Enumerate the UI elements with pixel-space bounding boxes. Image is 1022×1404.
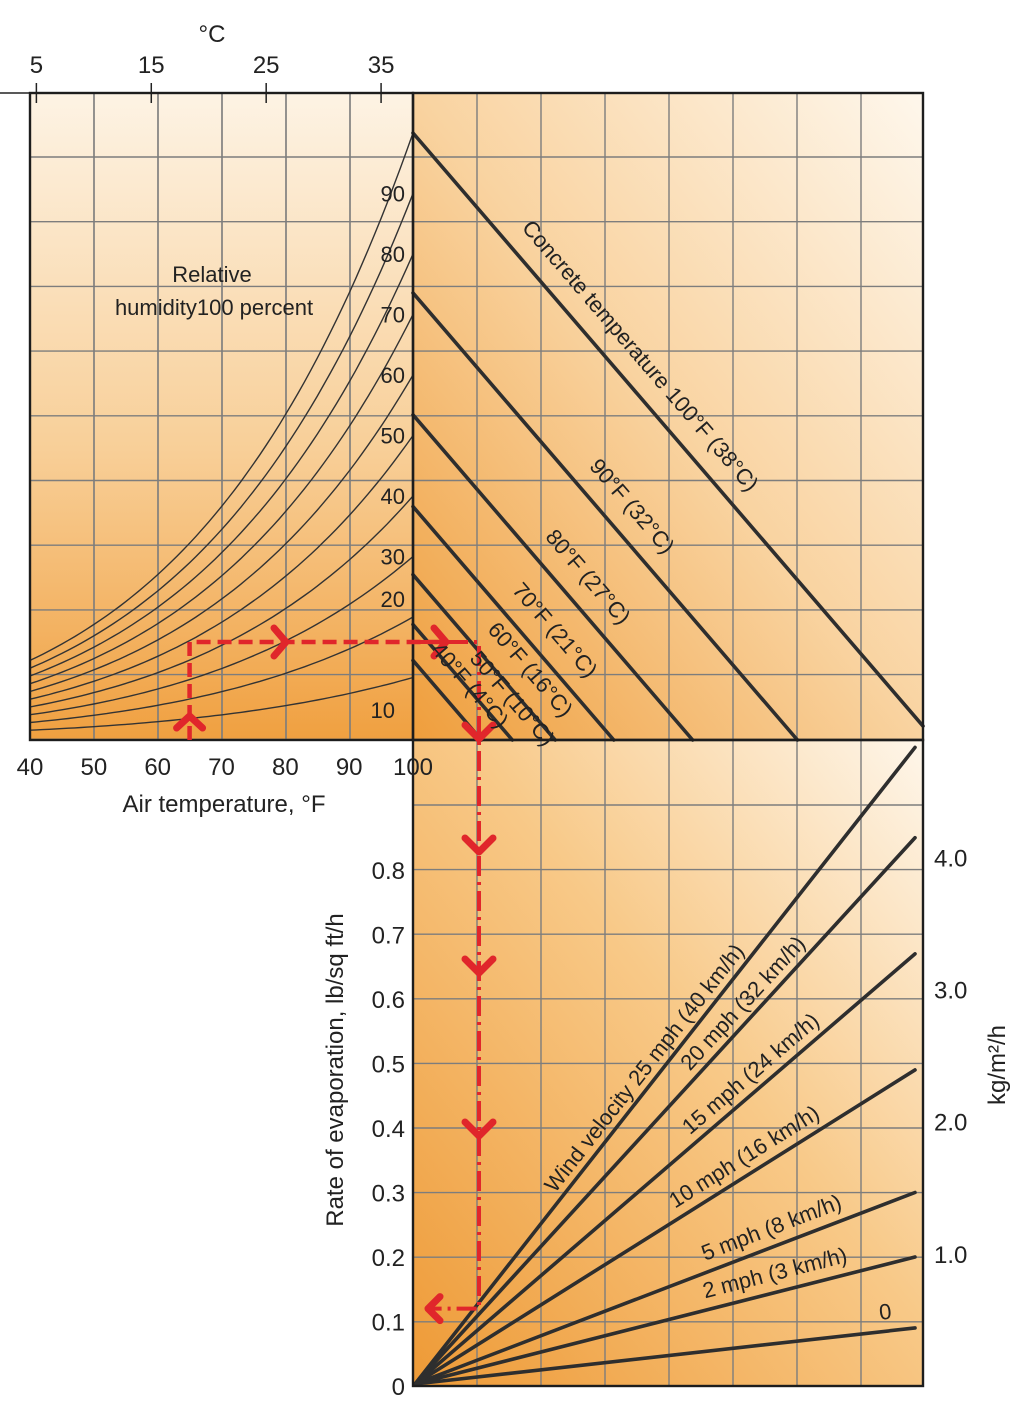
rh-curve-50 bbox=[29, 435, 414, 700]
y2-tick-label: 3.0 bbox=[934, 977, 967, 1004]
x-tick-label: 60 bbox=[144, 754, 171, 781]
rh-curve-20 bbox=[29, 616, 414, 724]
rh-curve-90 bbox=[29, 193, 414, 669]
y-axis-title: Rate of evaporation, lb/sq ft/h bbox=[322, 913, 349, 1227]
x-tick-label: 90 bbox=[336, 754, 363, 781]
x-tick-label: 80 bbox=[272, 754, 299, 781]
wind-line-15 bbox=[413, 952, 917, 1386]
arrow-right-chevron bbox=[430, 624, 450, 660]
concrete-line-100 bbox=[411, 131, 925, 728]
y2-tick-label: 4.0 bbox=[934, 845, 967, 872]
panel-concrete-bg bbox=[413, 93, 923, 740]
arrow-left-chevron bbox=[424, 1293, 444, 1325]
rh-label-30: 30 bbox=[381, 545, 405, 570]
rh-label-80: 80 bbox=[381, 242, 405, 267]
top-tick-label: 35 bbox=[368, 52, 395, 79]
concrete-line-90 bbox=[411, 291, 800, 742]
wind-line-2 bbox=[413, 1255, 917, 1386]
concrete-line-80 bbox=[411, 413, 695, 742]
rh-curve-100 bbox=[29, 132, 414, 662]
rh-curve-10 bbox=[29, 676, 414, 731]
top-tick-label: 5 bbox=[30, 52, 43, 79]
rh-curve-30 bbox=[29, 555, 414, 716]
path-air-to-humidity bbox=[187, 639, 441, 740]
wind-line-0 bbox=[413, 1326, 917, 1386]
rh-label-10: 10 bbox=[371, 698, 395, 723]
rh-curve-70 bbox=[29, 314, 414, 685]
x-tick-label: 50 bbox=[80, 754, 107, 781]
y2-tick-label: 1.0 bbox=[934, 1242, 967, 1269]
x-axis-title: Air temperature, °F bbox=[123, 791, 326, 818]
chart-lines bbox=[29, 131, 925, 1386]
arrow-right-chevron bbox=[270, 624, 290, 660]
arrow-down-chevron bbox=[461, 1118, 497, 1140]
x-tick-label: 40 bbox=[17, 754, 44, 781]
y-tick-label: 0.7 bbox=[372, 923, 405, 950]
humidity-caption-line1: Relative bbox=[172, 262, 251, 287]
y-tick-label: 0 bbox=[392, 1374, 405, 1401]
rh-label-40: 40 bbox=[381, 484, 405, 509]
wind-line-5 bbox=[413, 1190, 917, 1386]
arrow-down-chevron bbox=[461, 834, 497, 856]
y-tick-label: 0.5 bbox=[372, 1052, 405, 1079]
wind-line-10 bbox=[413, 1068, 917, 1386]
y-tick-label: 0.3 bbox=[372, 1181, 405, 1208]
x-tick-label: 70 bbox=[208, 754, 235, 781]
rh-curve-40 bbox=[29, 495, 414, 708]
rh-label-90: 90 bbox=[381, 182, 405, 207]
top-tick-label: 25 bbox=[253, 52, 280, 79]
rh-curve-60 bbox=[29, 374, 414, 693]
wind-line-25 bbox=[413, 745, 917, 1386]
concrete-line-60 bbox=[411, 572, 558, 742]
wind-label-0: 0 bbox=[878, 1299, 893, 1325]
y-tick-label: 0.6 bbox=[372, 987, 405, 1014]
wind-line-20 bbox=[413, 835, 917, 1386]
y-tick-label: 0.1 bbox=[372, 1310, 405, 1337]
arrow-up-chevron bbox=[173, 712, 207, 732]
y-tick-label: 0.8 bbox=[372, 858, 405, 885]
rh-label-70: 70 bbox=[381, 303, 405, 328]
y-tick-label: 0.4 bbox=[372, 1116, 405, 1143]
top-axis-unit-label: °C bbox=[199, 21, 226, 48]
y-tick-label: 0.2 bbox=[372, 1245, 405, 1272]
arrow-down-chevron bbox=[461, 721, 497, 743]
y2-axis-title: kg/m²/h bbox=[984, 1025, 1011, 1105]
humidity-caption-line2: humidity100 percent bbox=[115, 295, 313, 320]
rh-label-60: 60 bbox=[381, 363, 405, 388]
top-tick-label: 15 bbox=[138, 52, 165, 79]
example-path bbox=[173, 624, 497, 1325]
panel-wind-frame bbox=[411, 738, 925, 1388]
rh-curve-80 bbox=[29, 253, 414, 677]
arrow-down-chevron bbox=[461, 955, 497, 977]
y2-tick-label: 2.0 bbox=[934, 1110, 967, 1137]
rh-label-50: 50 bbox=[381, 424, 405, 449]
x-tick-label: 100 bbox=[393, 754, 433, 781]
rh-label-20: 20 bbox=[381, 587, 405, 612]
concrete-line-70 bbox=[411, 504, 616, 742]
